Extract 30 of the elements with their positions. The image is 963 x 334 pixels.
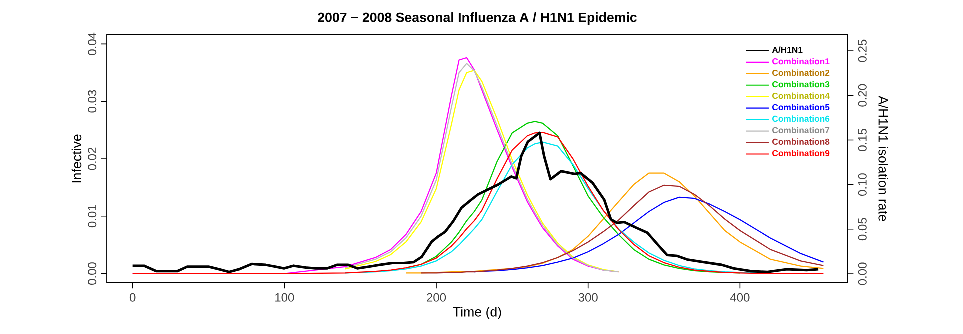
x-tick-label: 100 <box>276 293 294 302</box>
y-tick-label: 0.01 <box>88 205 97 228</box>
y2-tick-label: 0.10 <box>858 174 867 196</box>
y2-tick-label: 0.20 <box>858 84 867 107</box>
x-axis-title: Time (d) <box>453 307 502 320</box>
legend-label: Combination2 <box>772 70 830 76</box>
chart-title: 2007 − 2008 Seasonal Influenza A / H1N1 Epidemic <box>318 12 637 25</box>
y2-tick-label: 0.05 <box>858 218 867 241</box>
y2-axis-title: A/H1N1 isolation rate <box>878 96 889 222</box>
y-tick-label: 0.04 <box>88 32 97 56</box>
legend-label: Combination8 <box>772 138 830 145</box>
y-tick-label: 0.00 <box>88 262 97 286</box>
legend-label: Combination5 <box>772 104 830 111</box>
y2-tick-label: 0.25 <box>858 40 867 62</box>
x-tick-label: 400 <box>730 293 750 302</box>
legend-label: A/H1N1 <box>772 46 803 54</box>
y-axis-title: Infective <box>72 134 82 183</box>
legend-label: Combination1 <box>772 58 830 65</box>
x-tick-label: 300 <box>578 293 598 302</box>
legend-label: Combination6 <box>772 116 830 122</box>
x-tick-label: 200 <box>427 293 446 302</box>
y-tick-label: 0.02 <box>88 148 97 170</box>
y2-tick-label: 0.15 <box>858 129 867 152</box>
x-tick-label: 0 <box>130 293 136 302</box>
legend-label: Combination4 <box>772 92 830 100</box>
legend-label: Combination7 <box>772 127 830 134</box>
y2-tick-label: 0.00 <box>858 262 867 286</box>
legend-label: Combination9 <box>772 150 830 156</box>
legend-label: Combination3 <box>772 81 830 88</box>
y-tick-label: 0.03 <box>88 90 97 113</box>
